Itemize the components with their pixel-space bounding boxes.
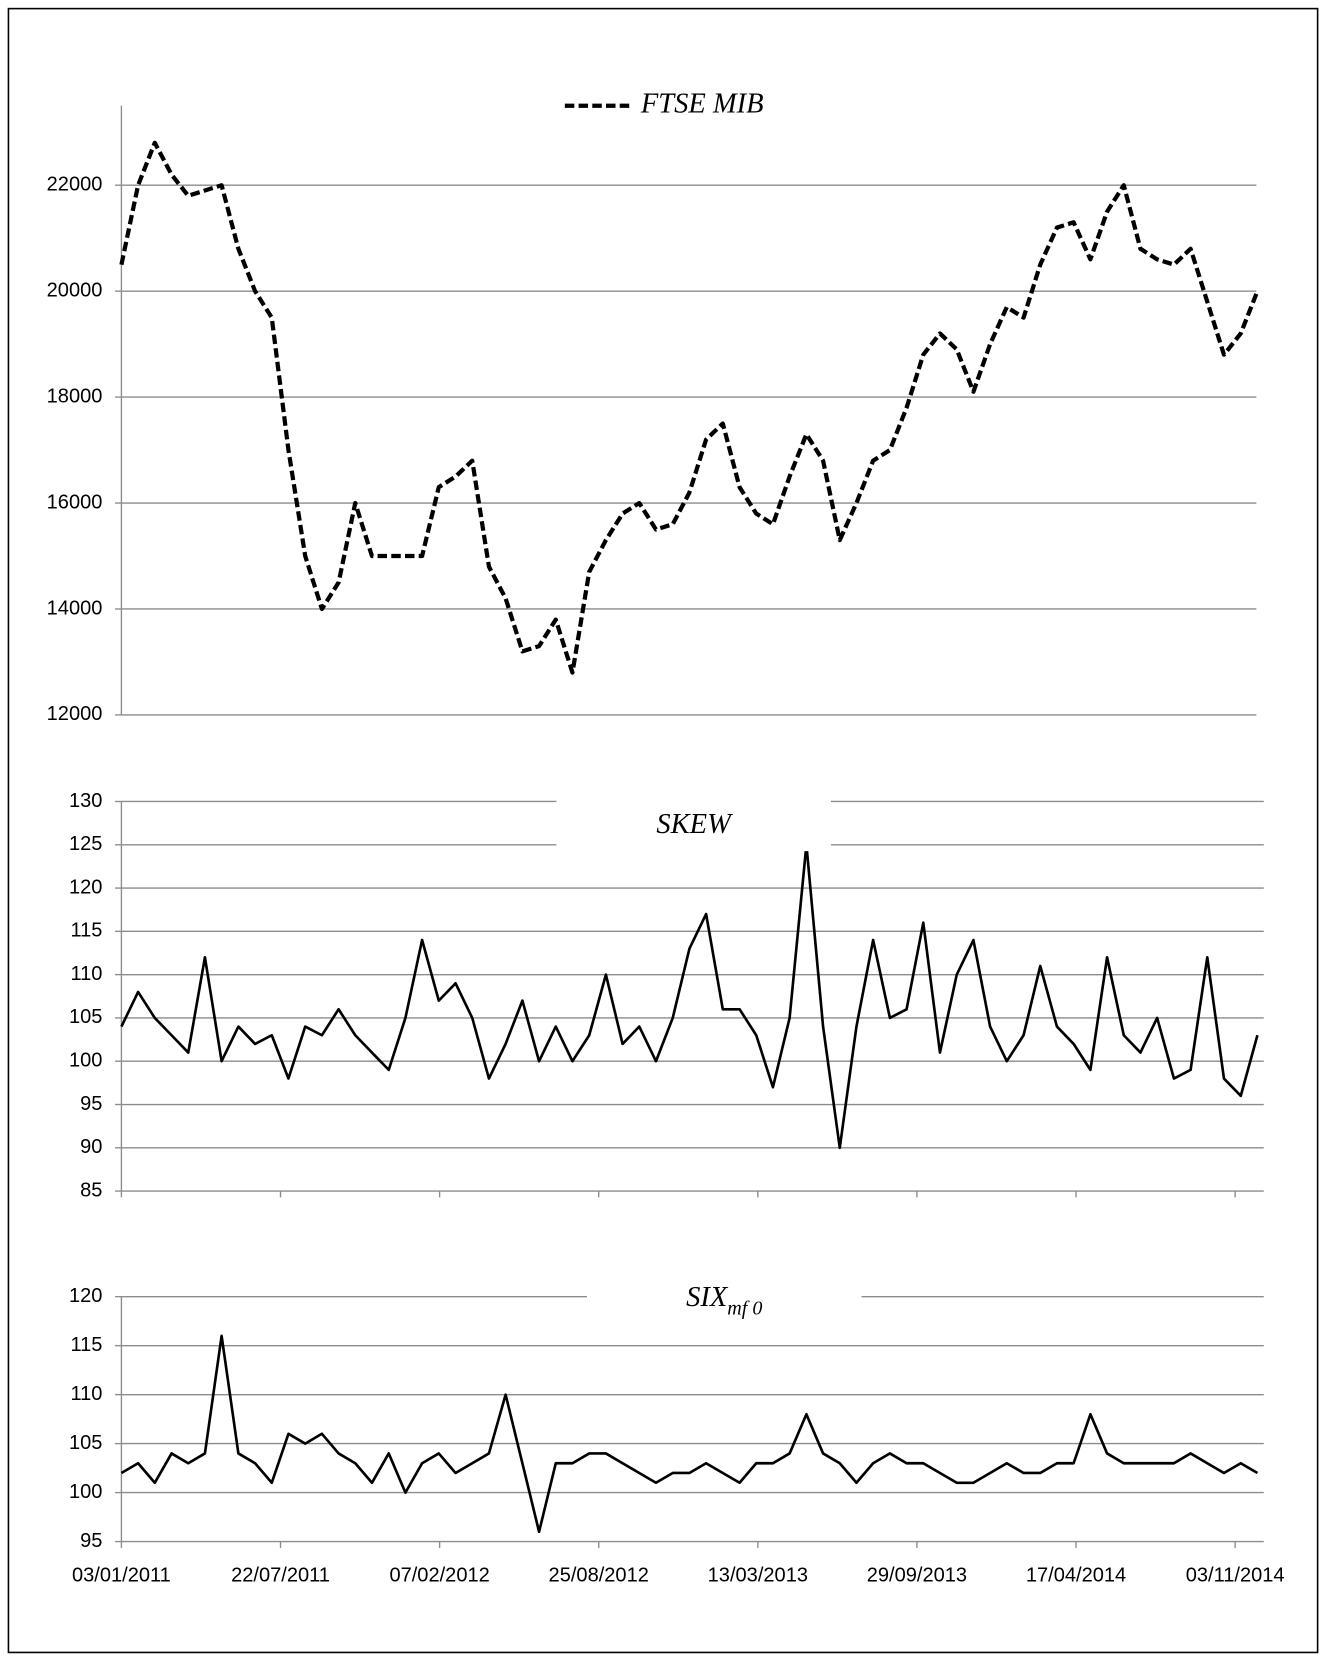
y-tick-label: 85: [80, 1179, 102, 1201]
y-tick-label: 14000: [47, 597, 103, 619]
x-tick-label: 29/09/2013: [867, 1565, 967, 1587]
y-tick-label: 115: [70, 1334, 102, 1356]
series-line: [119, 140, 1260, 675]
x-tick-label: 25/08/2012: [549, 1565, 649, 1587]
y-tick-label: 95: [80, 1530, 102, 1552]
legend-label: FTSE MIB: [640, 88, 764, 119]
y-tick-label: 110: [70, 1383, 102, 1405]
y-tick-label: 100: [69, 1481, 102, 1503]
legend-label: SIXmf 0: [686, 1281, 762, 1319]
y-tick-label: 12000: [47, 703, 103, 725]
y-tick-label: 105: [69, 1432, 102, 1454]
y-tick-label: 16000: [47, 491, 103, 513]
x-tick-label: 22/07/2011: [231, 1565, 330, 1587]
x-tick-label: 17/04/2014: [1026, 1565, 1126, 1587]
y-tick-label: 120: [69, 1285, 102, 1307]
legend-label: SKEW: [656, 808, 733, 839]
legend-subscript: mf 0: [727, 1297, 762, 1319]
y-tick-label: 95: [80, 1093, 102, 1115]
y-tick-label: 18000: [47, 385, 103, 407]
y-tick-label: 22000: [47, 173, 103, 195]
x-tick-label: 03/01/2011: [72, 1565, 171, 1587]
x-tick-label: 07/02/2012: [389, 1565, 489, 1587]
series-line: [120, 1334, 1259, 1534]
y-tick-label: 110: [70, 963, 102, 985]
y-tick-label: 125: [69, 833, 102, 855]
legend-name: SKEW: [656, 808, 733, 839]
series-line: [120, 843, 1259, 1150]
legend-background: [556, 800, 831, 852]
legend-name: SIX: [686, 1281, 729, 1312]
y-tick-label: 100: [69, 1050, 102, 1072]
x-tick-label: 13/03/2013: [708, 1565, 808, 1587]
legend-background: [587, 1273, 862, 1325]
y-tick-label: 20000: [47, 279, 103, 301]
y-tick-label: 90: [80, 1136, 102, 1158]
y-tick-label: 130: [69, 790, 102, 812]
x-tick-label: 03/11/2014: [1186, 1565, 1285, 1587]
y-tick-label: 115: [70, 920, 102, 942]
y-tick-label: 105: [69, 1006, 102, 1028]
y-tick-label: 120: [69, 876, 102, 898]
